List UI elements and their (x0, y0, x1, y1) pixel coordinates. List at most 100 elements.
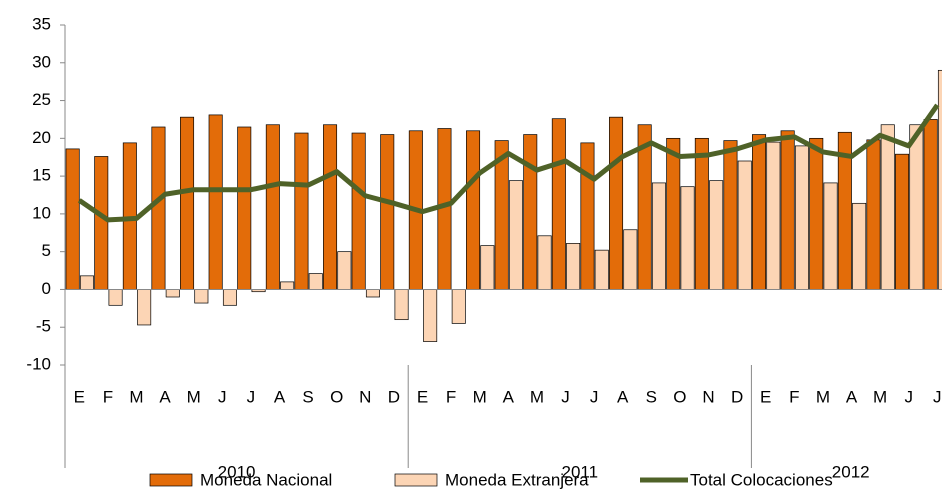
bar (194, 289, 209, 304)
bar (94, 156, 109, 290)
x-tick-label: E (417, 387, 428, 406)
bar (937, 69, 942, 290)
x-tick-label: J (933, 387, 942, 406)
bar (752, 134, 767, 290)
bar (723, 140, 738, 290)
x-tick-label: M (129, 387, 143, 406)
y-tick-label: 30 (32, 52, 51, 71)
x-tick-label: D (731, 387, 743, 406)
bar (108, 289, 123, 306)
legend-label: Total Colocaciones (690, 470, 833, 489)
x-tick-label: J (247, 387, 256, 406)
x-tick-label: M (473, 387, 487, 406)
bar (737, 160, 752, 290)
bar (580, 142, 595, 290)
bar (423, 289, 438, 342)
bar (323, 124, 338, 290)
bar (508, 180, 523, 290)
y-tick-label: 35 (32, 14, 51, 33)
x-tick-label: F (103, 387, 113, 406)
bar (537, 235, 552, 290)
bar (609, 116, 624, 290)
legend-swatch (394, 473, 438, 487)
bar (222, 289, 237, 306)
x-tick-label: A (503, 387, 515, 406)
bar (265, 124, 280, 290)
x-tick-label: F (446, 387, 456, 406)
y-tick-label: 15 (32, 166, 51, 185)
x-tick-label: M (873, 387, 887, 406)
bar (337, 251, 352, 290)
x-tick-label: O (330, 387, 343, 406)
bar (794, 145, 809, 290)
bar (151, 126, 166, 290)
bar (380, 134, 395, 290)
x-tick-label: M (187, 387, 201, 406)
bar (694, 137, 709, 290)
legend-swatch (149, 473, 193, 487)
x-tick-label: J (904, 387, 913, 406)
year-label: 2010 (218, 462, 256, 481)
legend-label: Moneda Nacional (200, 470, 332, 489)
bar (651, 182, 666, 290)
bar (280, 281, 295, 290)
x-tick-label: E (760, 387, 771, 406)
bar (895, 153, 910, 290)
bar (523, 134, 538, 290)
bar (852, 202, 867, 290)
x-tick-label: J (590, 387, 599, 406)
bar (208, 114, 223, 290)
legend-label: Moneda Extranjera (445, 470, 589, 489)
x-tick-label: S (302, 387, 313, 406)
x-tick-label: A (274, 387, 286, 406)
bar (480, 245, 495, 290)
x-tick-label: J (561, 387, 570, 406)
bar (866, 139, 881, 290)
x-tick-label: A (846, 387, 858, 406)
x-tick-label: A (617, 387, 629, 406)
year-label: 2012 (832, 462, 870, 481)
x-tick-label: A (159, 387, 171, 406)
x-tick-label: E (74, 387, 85, 406)
y-tick-label: -10 (26, 354, 51, 373)
x-tick-label: N (359, 387, 371, 406)
bar (623, 229, 638, 290)
bar (551, 118, 566, 290)
bar (165, 289, 180, 298)
x-tick-label: N (702, 387, 714, 406)
y-tick-label: 20 (32, 128, 51, 147)
bar (137, 289, 152, 326)
bar (180, 116, 195, 290)
bar (780, 130, 795, 290)
bar (709, 180, 724, 290)
x-tick-label: D (388, 387, 400, 406)
x-tick-label: J (218, 387, 227, 406)
bar (666, 137, 681, 290)
x-tick-label: S (646, 387, 657, 406)
bar (365, 289, 380, 298)
x-tick-label: O (673, 387, 686, 406)
bar (308, 273, 323, 290)
bar (237, 126, 252, 290)
bar (594, 249, 609, 290)
y-tick-label: 25 (32, 90, 51, 109)
bar (909, 124, 924, 290)
bar (65, 148, 80, 290)
bar (294, 132, 309, 290)
y-tick-label: -5 (36, 317, 51, 336)
bar (766, 141, 781, 290)
bar (880, 124, 895, 290)
bar (451, 289, 466, 324)
bar (680, 186, 695, 290)
bar (823, 182, 838, 290)
y-tick-label: 10 (32, 203, 51, 222)
year-label: 2011 (562, 462, 599, 481)
x-tick-label: M (816, 387, 830, 406)
bar (923, 119, 938, 290)
bar (394, 289, 409, 321)
bar (809, 137, 824, 290)
y-tick-label: 0 (42, 279, 51, 298)
line-series (77, 103, 940, 223)
bar (79, 275, 94, 290)
